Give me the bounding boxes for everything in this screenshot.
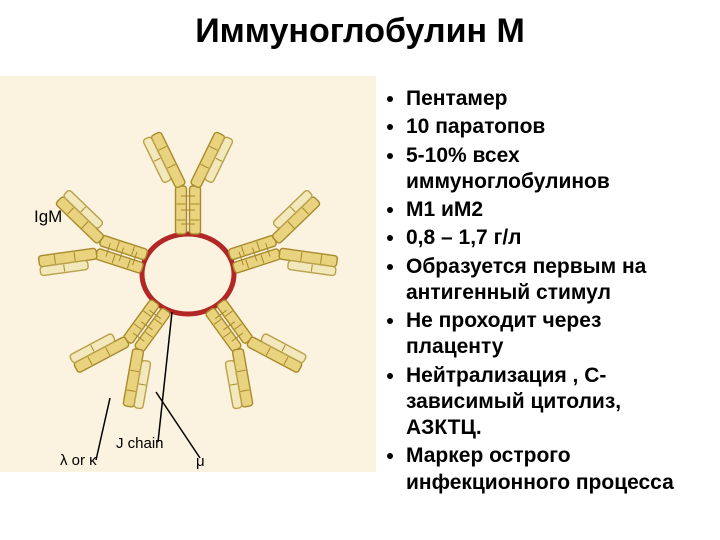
svg-text:IgM: IgM xyxy=(34,207,62,226)
svg-text:μ: μ xyxy=(196,453,205,470)
bullet-item: Пентамер xyxy=(406,86,700,112)
bullet-item: 10 паратопов xyxy=(406,114,700,140)
bullet-list: Пентамер10 паратопов 5-10% всех иммуногло… xyxy=(380,86,700,498)
bullet-item: 0,8 – 1,7 г/л xyxy=(406,225,700,251)
bullet-item: М1 иМ2 xyxy=(406,197,700,223)
slide-title: Иммуноглобулин М xyxy=(0,12,720,51)
bullet-item: 5-10% всех иммуноглобулинов xyxy=(406,143,700,196)
bullet-item: Нейтрализация , С-зависимый цитолиз, АЗК… xyxy=(406,363,700,442)
svg-text:λ or κ: λ or κ xyxy=(60,452,97,469)
svg-text:J chain: J chain xyxy=(116,435,164,452)
bullet-item: Не проходит через плаценту xyxy=(406,308,700,361)
igm-diagram: IgM J chain λ or κ μ xyxy=(0,76,376,472)
bullet-item: Маркер острого инфекционного процесса xyxy=(406,443,700,496)
bullet-item: Образуется первым на антигенный стимул xyxy=(406,254,700,307)
